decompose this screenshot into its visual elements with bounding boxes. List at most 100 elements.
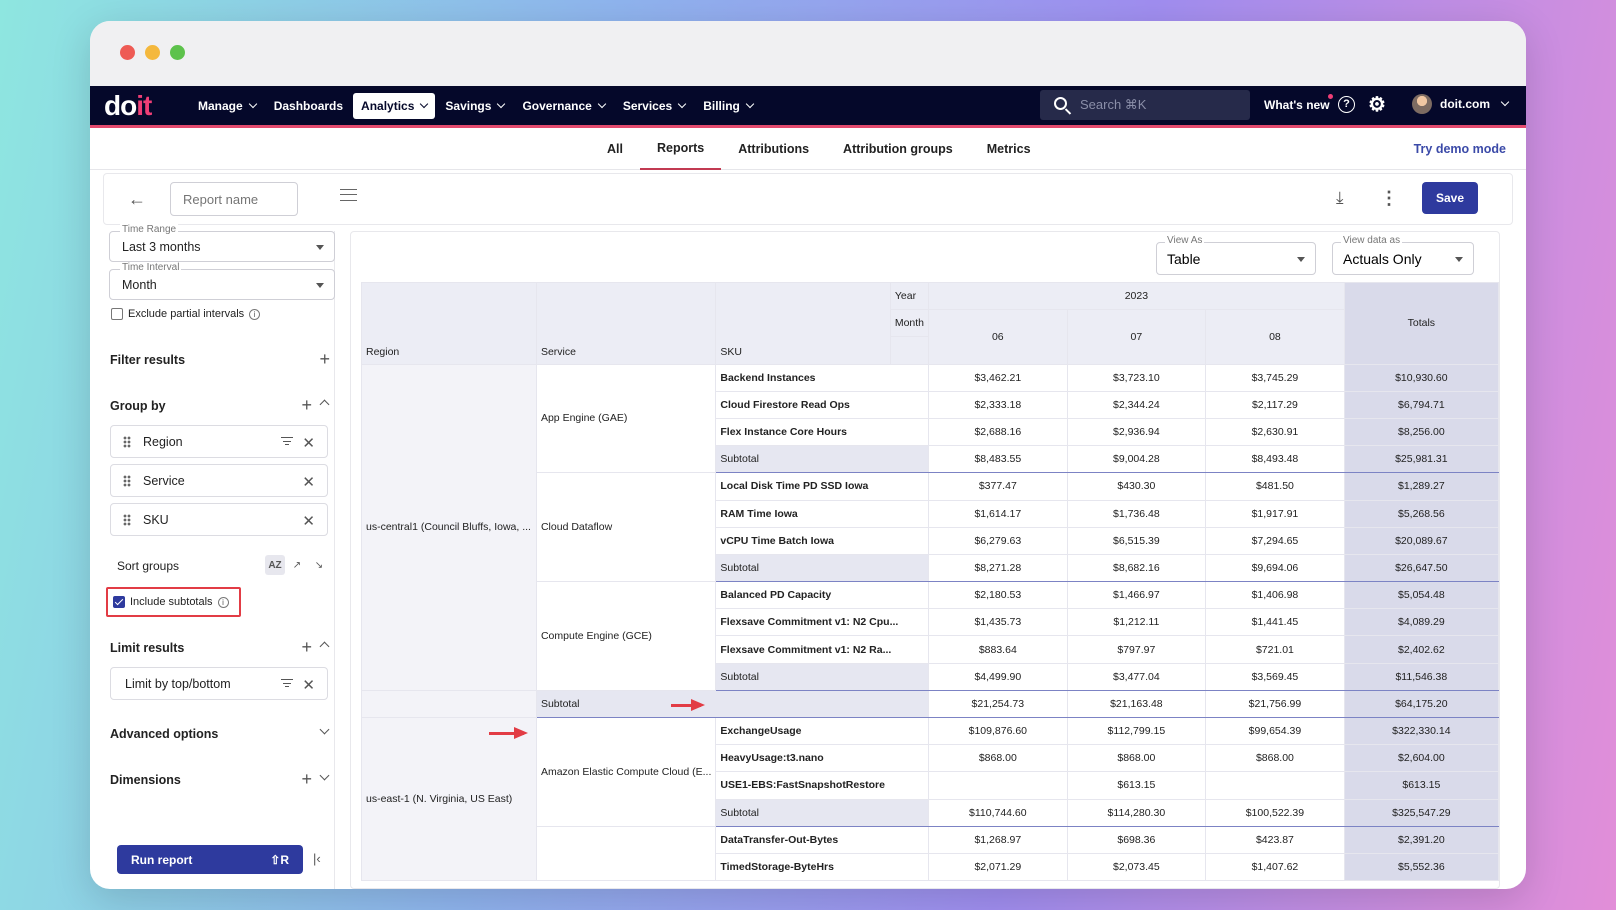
subnav-tabs: All Reports Attributions Attribution groups… [590,128,1048,170]
tab-reports[interactable]: Reports [639,128,722,170]
exclude-partial-checkbox[interactable] [111,308,123,320]
group-chip-service[interactable]: Service ✕ [110,464,328,497]
subtotal-value: $4,499.90 [928,662,1068,691]
advanced-options-label: Advanced options [110,727,219,741]
filter-icon[interactable] [281,679,293,688]
region-cell [361,689,537,719]
total-cell: $322,330.14 [1343,716,1499,746]
window-titlebar [90,21,1526,86]
add-filter-icon[interactable]: + [319,349,330,369]
help-icon[interactable]: ? [1338,96,1355,113]
group-chip-region[interactable]: Region ✕ [110,425,328,458]
gear-icon[interactable]: ⚙ [1368,94,1386,116]
chevron-up-icon[interactable] [319,399,330,410]
whats-new-link[interactable]: What's new [1264,98,1330,112]
filter-results-label: Filter results [110,353,186,367]
time-interval-value: Month [122,277,157,292]
nav-item-savings[interactable]: Savings [437,93,512,119]
sku-cell: Flex Instance Core Hours [715,417,930,447]
value-cell: $1,614.17 [928,499,1068,528]
subtotal-label: Subtotal [715,445,930,474]
total-cell: $2,402.62 [1343,635,1499,664]
avatar [1412,94,1432,114]
subtotal-value: $8,493.48 [1205,445,1345,474]
time-range-select[interactable]: Time Range Last 3 months [109,224,335,262]
maximize-window-button[interactable] [170,45,185,60]
try-demo-mode-link[interactable]: Try demo mode [1413,142,1506,156]
service-subtotal-row: Subtotal $8,483.55 $9,004.28 $8,493.48 $25,9… [362,445,1499,474]
total-cell: $2,391.20 [1343,825,1499,854]
table-row: Cloud Dataflow Local Disk Time PD SSD Iow… [362,472,1499,583]
drag-handle-icon[interactable] [123,474,131,487]
value-cell: $2,936.94 [1066,417,1207,447]
total-cell: $613.15 [1343,771,1499,800]
time-interval-select[interactable]: Time Interval Month [109,262,335,300]
group-chip-sku[interactable]: SKU ✕ [110,503,328,536]
save-button[interactable]: Save [1422,182,1478,214]
limit-chip[interactable]: Limit by top/bottom ✕ [110,667,328,700]
view-data-as-value: Actuals Only [1343,250,1422,267]
value-cell: $112,799.15 [1066,716,1207,746]
close-icon[interactable]: ✕ [302,474,315,491]
add-group-icon[interactable]: + [301,395,312,415]
info-icon[interactable]: i [217,596,229,608]
sort-ascending-icon[interactable]: ↗ [292,559,302,571]
chevron-down-icon[interactable] [319,724,330,735]
user-menu[interactable]: doit.com [1412,94,1510,114]
tab-attribution-groups[interactable]: Attribution groups [843,142,953,156]
advanced-options-header[interactable]: Advanced options [110,724,330,741]
view-as-select[interactable]: View As Table [1156,235,1316,275]
service-subtotal-row: Subtotal $8,271.28 $8,682.16 $9,694.06 $26,6… [362,553,1499,583]
top-navigation: doit Manage Dashboards Analytics Savings Gov… [90,86,1526,128]
nav-item-dashboards[interactable]: Dashboards [266,93,351,119]
arrow-left-icon[interactable]: ← [128,189,146,209]
nav-item-services[interactable]: Services [615,93,693,119]
sort-descending-icon[interactable]: ↘ [314,559,324,571]
nav-item-analytics[interactable]: Analytics [353,92,436,119]
caret-down-icon [316,245,324,250]
chevron-up-icon[interactable] [319,641,330,652]
collapse-sidebar-icon[interactable]: |‹ [313,851,321,866]
value-cell: $698.36 [1066,825,1207,854]
subtotal-value: $3,569.45 [1205,662,1345,691]
subtotal-label: Subtotal [535,689,930,719]
description-icon[interactable] [340,189,357,201]
drag-handle-icon[interactable] [123,435,131,448]
limit-results-header: Limit results + [110,637,330,657]
close-window-button[interactable] [120,45,135,60]
table-row: USE1-EBS:FastSnapshotRestore $613.15 $613.… [362,771,1499,800]
nav-item-billing[interactable]: Billing [695,93,761,119]
filter-icon[interactable] [281,437,293,446]
value-cell: $2,344.24 [1066,390,1207,419]
download-icon[interactable]: ⤓ [1336,188,1344,207]
search-input[interactable]: Search ⌘K [1040,90,1250,120]
close-icon[interactable]: ✕ [302,435,315,452]
tab-attributions[interactable]: Attributions [738,142,810,156]
drag-handle-icon[interactable] [123,513,131,526]
include-subtotals-checkbox[interactable] [113,596,125,608]
report-name-input[interactable] [170,182,298,216]
add-limit-icon[interactable]: + [301,637,312,657]
nav-item-manage[interactable]: Manage [190,93,264,119]
doit-logo[interactable]: doit [104,90,152,121]
tab-all[interactable]: All [607,142,623,156]
close-icon[interactable]: ✕ [302,677,315,694]
more-vertical-icon[interactable]: ⋮ [1380,188,1398,208]
tab-metrics[interactable]: Metrics [986,142,1031,156]
service-cell: Cloud Dataflow [535,472,717,583]
subtotal-label: Subtotal [715,553,930,583]
info-icon[interactable]: i [249,308,261,320]
view-data-as-select[interactable]: View data as Actuals Only [1332,235,1474,275]
run-report-button[interactable]: Run report ⇧R [117,845,303,874]
add-dimension-icon[interactable]: + [301,769,312,789]
subtotal-total: $26,647.50 [1343,553,1499,583]
nav-item-governance[interactable]: Governance [514,93,612,119]
chevron-down-icon[interactable] [319,770,330,781]
sort-alphabetical-icon[interactable]: AZ [265,555,285,575]
minimize-window-button[interactable] [145,45,160,60]
table-row: Flexsave Commitment v1: N2 Cpu... $1,435.… [362,608,1499,637]
value-cell: $6,515.39 [1066,526,1207,555]
table-row: Compute Engine (GCE) Balanced PD Capacity… [362,581,1499,691]
subtotal-value: $8,682.16 [1066,553,1207,583]
close-icon[interactable]: ✕ [302,513,315,530]
